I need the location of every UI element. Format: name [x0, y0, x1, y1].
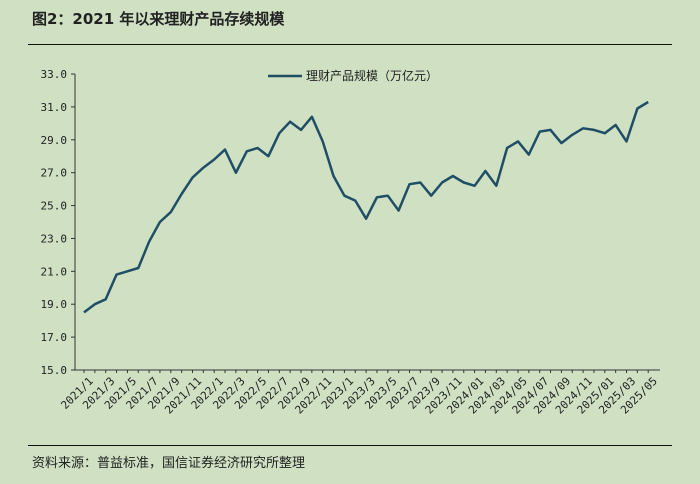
- y-tick-label: 31.0: [41, 101, 68, 114]
- source-divider: [28, 445, 672, 446]
- y-tick-label: 17.0: [41, 331, 68, 344]
- y-tick-label: 27.0: [41, 167, 68, 180]
- title-divider: [28, 44, 672, 45]
- y-tick-label: 15.0: [41, 364, 68, 377]
- y-tick-label: 21.0: [41, 265, 68, 278]
- series-layer: [83, 100, 649, 314]
- y-tick-label: 25.0: [41, 200, 68, 213]
- legend-label: 理财产品规模（万亿元）: [306, 68, 438, 83]
- y-axis-ticks: 15.0 17.0 19.0 21.0 23.0 25.0 27.0 29.0 31.0 33.0: [41, 68, 75, 377]
- x-axis-ticks: 2021/12021/32021/52021/72021/92021/11202…: [58, 370, 660, 417]
- legend: 理财产品规模（万亿元）: [268, 68, 438, 83]
- y-tick-label: 33.0: [41, 68, 68, 81]
- y-tick-label: 23.0: [41, 232, 68, 245]
- y-tick-label: 29.0: [41, 134, 68, 147]
- series-line: [83, 100, 649, 314]
- y-tick-label: 19.0: [41, 298, 68, 311]
- chart-axes: [74, 74, 660, 371]
- source-note: 资料来源：普益标准，国信证券经济研究所整理: [32, 456, 306, 471]
- figure-title: 图2：2021 年以来理财产品存续规模: [32, 10, 285, 28]
